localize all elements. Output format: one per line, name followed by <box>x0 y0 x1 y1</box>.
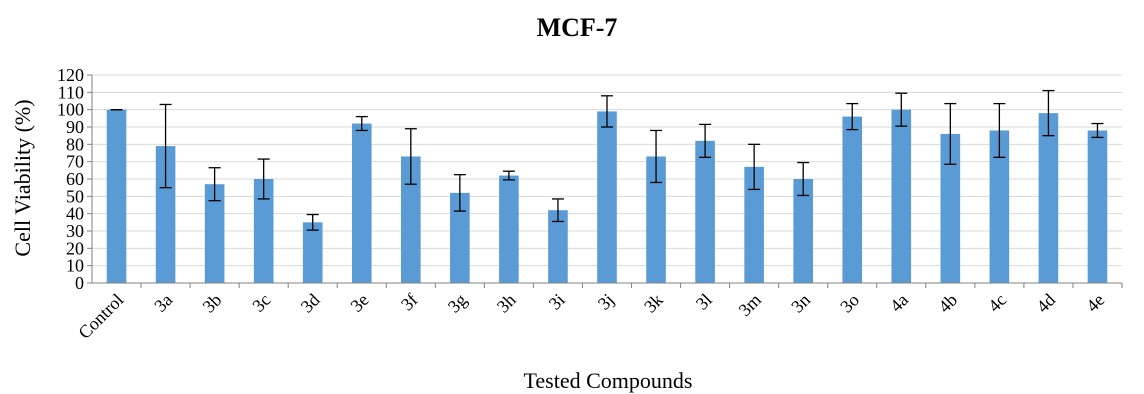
x-axis-label: Tested Compounds <box>524 368 693 393</box>
bar-4c <box>989 130 1010 283</box>
error-bar-4c <box>993 102 1006 158</box>
error-bar-3n <box>797 161 810 197</box>
bar-3o <box>842 116 863 283</box>
bar-4a <box>891 109 912 284</box>
bar-3f <box>401 156 421 283</box>
error-bar-4e <box>1091 122 1104 139</box>
x-tick-label: 4e <box>1082 290 1108 316</box>
bar-4d <box>1038 113 1059 283</box>
x-tick-label: 3g <box>444 290 471 317</box>
bar-control <box>106 109 127 284</box>
error-bar-3b <box>208 167 221 202</box>
bar-3j <box>597 111 617 284</box>
x-tick-label: 3k <box>640 290 667 317</box>
bar-3m <box>744 166 764 283</box>
bar-3h <box>499 175 519 283</box>
x-tick-label: Control <box>74 290 127 343</box>
bar-3g <box>450 192 470 283</box>
bar-3c <box>253 179 274 283</box>
y-tick-label: 60 <box>66 169 84 189</box>
x-tick-labels: Control 3a 3b 3c 3d 3e 3f 3g 3h 3i 3j 3k 3l 3m 3n 3o 4a 4… <box>74 283 1123 343</box>
error-bar-3l <box>699 123 712 158</box>
bars <box>106 109 1108 284</box>
y-tick-label: 10 <box>66 256 84 276</box>
error-bar-3i <box>551 198 564 223</box>
x-tick-label: 3f <box>397 290 422 315</box>
x-tick-label: 3l <box>692 290 716 314</box>
bar-3k <box>646 156 666 283</box>
x-tick-label: 4d <box>1032 290 1059 317</box>
x-tick-label: 3n <box>787 290 814 317</box>
y-axis-label: Cell Viability (%) <box>10 99 35 256</box>
y-tick-label: 120 <box>57 65 84 85</box>
error-bar-3h <box>502 170 515 181</box>
error-bar-3j <box>601 95 613 128</box>
x-tick-label: 3b <box>199 290 226 317</box>
y-tick-label: 50 <box>66 186 84 206</box>
error-bar-3o <box>846 102 859 131</box>
error-bar-3f <box>404 128 417 185</box>
y-tick-label: 80 <box>66 134 84 154</box>
chart-title: MCF-7 <box>537 13 618 42</box>
y-tick-label: 100 <box>57 100 84 120</box>
x-tick-label: 3c <box>248 290 274 316</box>
x-tick-label: 3d <box>297 290 324 317</box>
error-bar-3d <box>306 213 319 231</box>
error-bar-3e <box>355 115 368 132</box>
x-tick-label: 3j <box>594 290 618 314</box>
x-tick-label: 3e <box>346 290 372 316</box>
error-bar-3c <box>257 158 270 200</box>
y-tick-label: 30 <box>66 221 84 241</box>
error-bar-4a <box>895 92 908 127</box>
y-tick-label: 0 <box>75 273 84 293</box>
x-tick-label: 4b <box>934 290 961 317</box>
error-bar-4d <box>1042 89 1055 137</box>
x-tick-label: 4a <box>886 290 912 316</box>
error-bar-3k <box>650 129 663 184</box>
error-bar-3g <box>453 174 466 212</box>
bar-3n <box>793 179 813 283</box>
x-tick-label: 4c <box>984 290 1010 316</box>
bar-3e <box>351 123 372 284</box>
error-bar-3m <box>748 143 761 191</box>
error-bar-3a <box>159 103 172 189</box>
y-tick-label: 110 <box>58 82 84 102</box>
x-tick-label: 3a <box>150 290 176 316</box>
x-tick-label: 3i <box>545 290 569 314</box>
bar-3l <box>695 140 715 283</box>
bar-3i <box>548 210 568 283</box>
bar-3a <box>155 146 176 283</box>
bar-4e <box>1087 130 1108 283</box>
bar-3d <box>302 222 323 283</box>
y-tick-label: 90 <box>66 117 84 137</box>
x-tick-label: 3h <box>493 290 520 317</box>
bar-3b <box>204 184 225 283</box>
y-tick-label: 40 <box>66 204 84 224</box>
error-bars <box>110 89 1104 231</box>
bar-4b <box>940 133 961 283</box>
x-tick-label: 3m <box>735 290 765 320</box>
y-tick-label: 70 <box>66 152 84 172</box>
error-bar-4b <box>944 102 957 165</box>
y-tick-label: 20 <box>66 238 84 258</box>
x-tick-label: 3o <box>836 290 863 317</box>
